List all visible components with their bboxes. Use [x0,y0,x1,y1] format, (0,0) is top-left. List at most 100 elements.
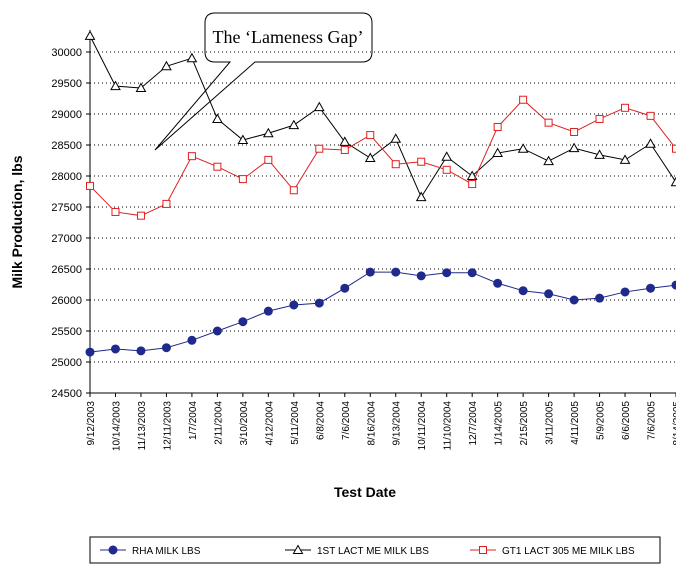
legend-label: RHA MILK LBS [132,546,201,557]
x-tick-label: 9/13/2004 [392,401,403,446]
y-axis-title: Milk Production, lbs [9,155,25,288]
legend-label: GT1 LACT 305 ME MILK LBS [502,546,635,557]
y-tick-label: 28500 [51,140,82,152]
point [136,211,145,220]
x-tick-label: 6/6/2005 [621,401,632,440]
series-line [89,271,676,353]
y-tick-label: 25000 [51,357,82,369]
point [187,335,197,345]
point [84,30,96,40]
point [568,142,580,153]
point [313,101,325,112]
x-tick-label: 2/15/2005 [519,401,530,446]
x-axis-title: Test Date [334,484,396,500]
point [518,286,528,296]
point [339,136,351,146]
point [238,175,247,184]
x-tick-label: 8/16/2004 [366,401,377,446]
point [492,147,504,158]
point [595,293,605,303]
series-line [89,99,676,217]
point [519,95,528,104]
point [646,283,656,293]
x-tick-label: 11/13/2003 [137,401,148,451]
legend-box [89,536,661,564]
legend-marker [292,544,304,554]
point [289,300,299,310]
point [415,191,427,202]
point [238,317,248,327]
point [569,295,579,305]
x-tick-label: 10/14/2003 [111,401,122,451]
point [391,160,400,169]
point [672,144,676,153]
point [135,82,147,92]
point [493,123,502,132]
point [595,114,604,123]
x-tick-label: 9/12/2003 [86,401,97,446]
y-tick-label: 27500 [51,202,82,214]
x-tick-label: 7/6/2004 [341,401,352,440]
x-tick-label: 2/11/2004 [213,401,224,445]
x-tick-label: 4/11/2005 [570,401,581,445]
x-tick-label: 5/9/2005 [596,401,607,440]
point [619,154,631,164]
point [620,287,630,297]
point [645,138,656,148]
y-tick-label: 26500 [51,264,82,276]
x-tick-label: 12/11/2003 [162,401,173,451]
point [110,344,120,354]
point [314,298,324,308]
point [340,145,349,154]
point [467,268,477,278]
x-tick-label: 12/7/2004 [468,401,479,446]
point [621,103,630,112]
point [136,346,146,356]
point [186,52,198,63]
callout [154,12,373,151]
y-tick-label: 28000 [51,171,82,183]
point [85,347,95,357]
y-tick-label: 30000 [51,47,82,59]
point [646,111,655,120]
point [111,207,120,216]
annotation: The ‘Lameness Gap’ [213,27,364,47]
x-tick-label: 3/10/2004 [239,401,250,446]
x-tick-label: 7/6/2005 [647,401,658,440]
x-tick-label: 8/14/2005 [672,401,676,446]
y-tick-label: 27000 [51,233,82,245]
point [161,343,171,353]
legend-label: 1ST LACT ME MILK LBS [317,546,429,557]
y-tick-label: 26000 [51,295,82,307]
x-tick-label: 11/10/2004 [443,401,454,451]
point [288,119,300,130]
point [161,60,172,71]
point [468,180,477,189]
point [366,131,375,140]
y-tick-label: 24500 [51,388,82,400]
x-tick-label: 1/7/2004 [188,401,199,440]
point [442,165,451,174]
point [391,267,401,277]
x-tick-label: 6/8/2004 [315,401,326,440]
point [594,149,605,159]
point [289,186,298,195]
point [237,134,249,145]
point [264,155,273,164]
point [86,181,94,190]
point [263,306,273,316]
point [315,144,324,153]
point [493,278,503,288]
x-tick-label: 1/14/2005 [494,401,505,446]
y-tick-label: 25500 [51,326,82,338]
point [517,143,529,153]
point [262,127,274,138]
point [417,157,426,166]
point [162,199,171,208]
point [441,151,453,161]
legend-marker [108,545,118,555]
y-tick-label: 29000 [51,109,82,121]
point [364,152,376,163]
point [416,271,426,281]
